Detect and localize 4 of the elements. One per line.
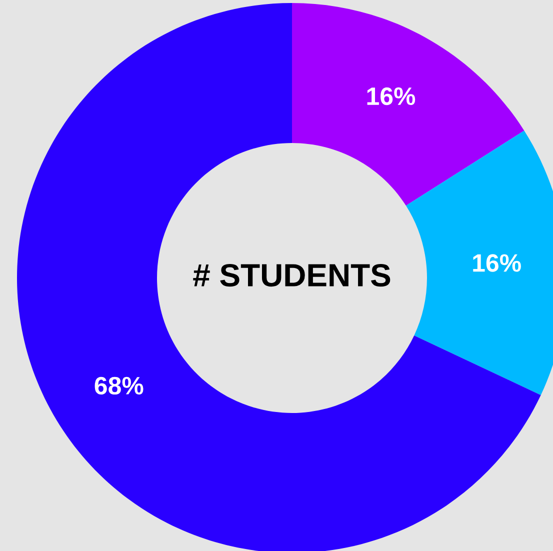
text: # STUDENTS [193,264,390,287]
data-label: 16% [367,87,416,106]
data-label: 68% [94,376,144,395]
data-label: 16% [473,254,521,272]
